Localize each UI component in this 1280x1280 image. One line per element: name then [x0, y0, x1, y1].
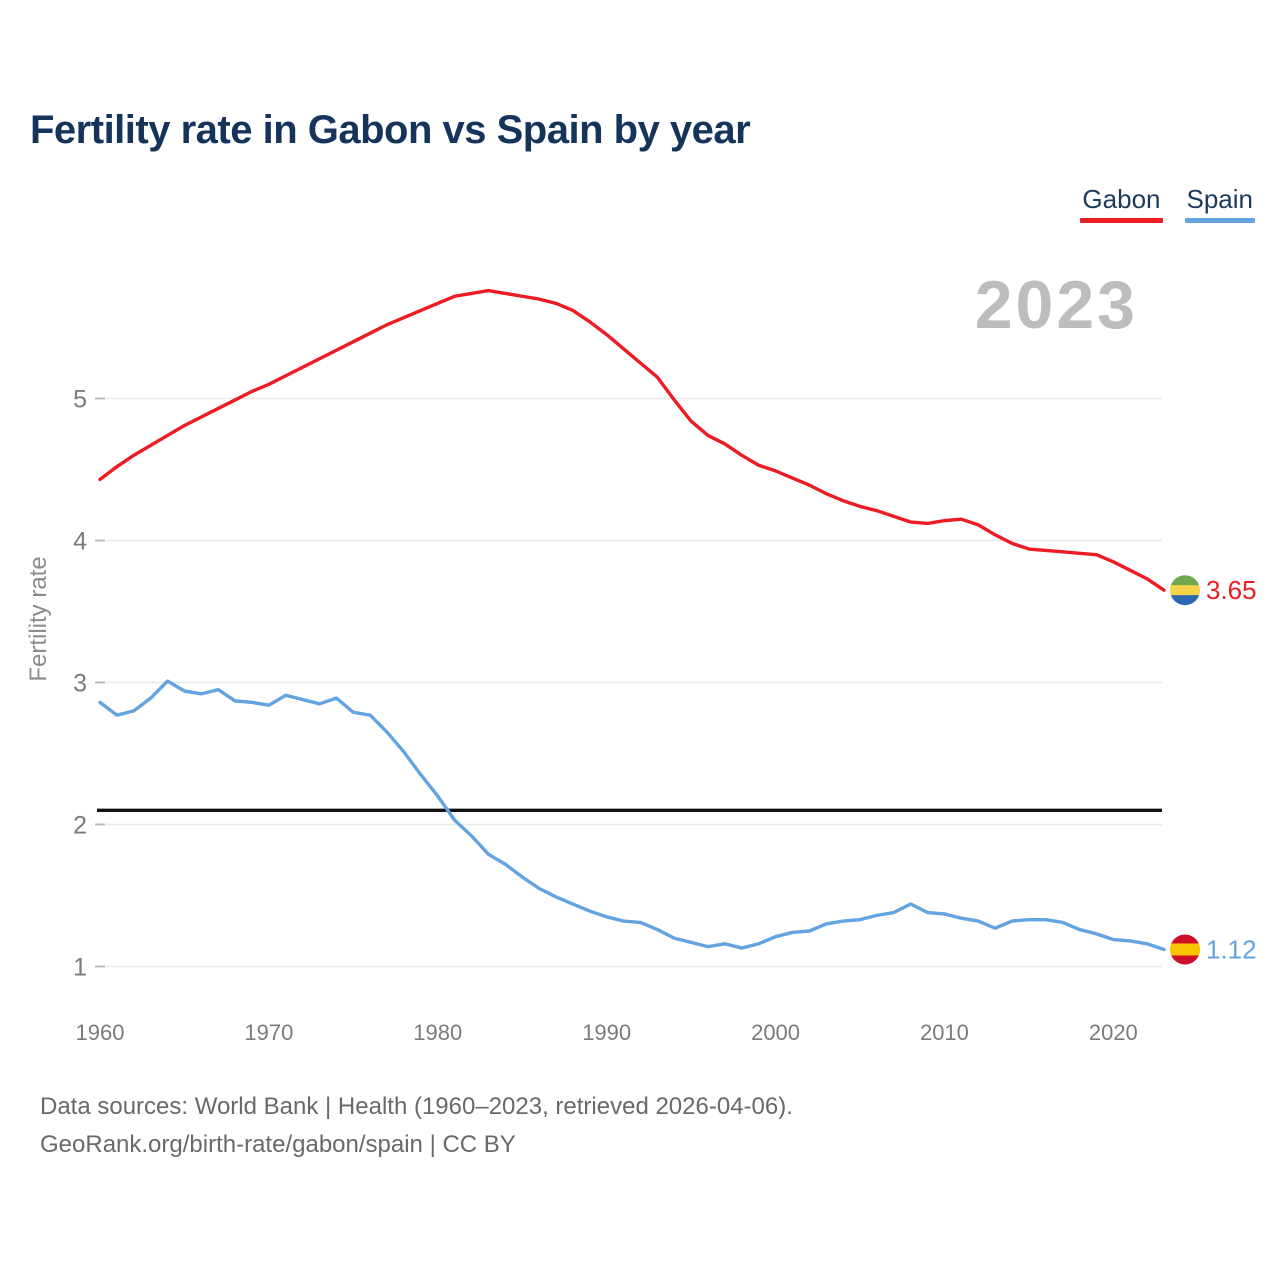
- legend-item-spain[interactable]: Spain: [1184, 184, 1255, 223]
- page-title: Fertility rate in Gabon vs Spain by year: [30, 108, 751, 152]
- x-tick-label: 1960: [76, 1020, 125, 1045]
- end-label-gabon: 3.65: [1206, 575, 1257, 605]
- gabon-flag-icon-stripe: [1170, 575, 1200, 586]
- y-tick-label: 4: [73, 528, 87, 556]
- y-tick-label: 2: [73, 812, 87, 840]
- gabon-line: [98, 288, 1166, 592]
- spain-flag-icon-stripe: [1170, 943, 1200, 957]
- x-tick-label: 1990: [582, 1020, 631, 1045]
- x-tick-label: 1980: [413, 1020, 462, 1045]
- x-tick-label: 1970: [244, 1020, 293, 1045]
- x-tick-label: 2000: [751, 1020, 800, 1045]
- gabon-flag-icon-stripe: [1170, 585, 1200, 596]
- year-watermark: 2023: [974, 267, 1138, 343]
- y-tick-label: 5: [73, 386, 87, 414]
- y-tick-label: 1: [73, 954, 87, 982]
- footer-attribution: GeoRank.org/birth-rate/gabon/spain | CC …: [40, 1131, 516, 1158]
- gabon-flag-icon: [1170, 575, 1200, 606]
- spain-flag-icon-stripe: [1170, 934, 1200, 945]
- y-tick-label: 3: [73, 670, 87, 698]
- legend-underline-spain: [1184, 218, 1255, 223]
- legend-underline-gabon: [1080, 218, 1163, 223]
- legend: Gabon Spain: [1080, 184, 1255, 223]
- footer: Data sources: World Bank | Health (1960–…: [40, 1088, 793, 1164]
- x-tick-label: 2010: [920, 1020, 969, 1045]
- spain-flag-icon: [1170, 934, 1200, 965]
- legend-label-gabon[interactable]: Gabon: [1082, 184, 1161, 214]
- y-axis-title: Fertility rate: [25, 556, 52, 681]
- footer-data-sources: Data sources: World Bank | Health (1960–…: [40, 1093, 793, 1120]
- legend-label-spain[interactable]: Spain: [1186, 184, 1254, 214]
- spain-flag-icon-stripe: [1170, 955, 1200, 965]
- spain-line: [98, 679, 1166, 952]
- x-tick-label: 2020: [1089, 1020, 1138, 1045]
- end-label-spain: 1.12: [1206, 934, 1257, 964]
- legend-item-gabon[interactable]: Gabon: [1080, 184, 1163, 223]
- gabon-flag-icon-stripe: [1170, 595, 1200, 606]
